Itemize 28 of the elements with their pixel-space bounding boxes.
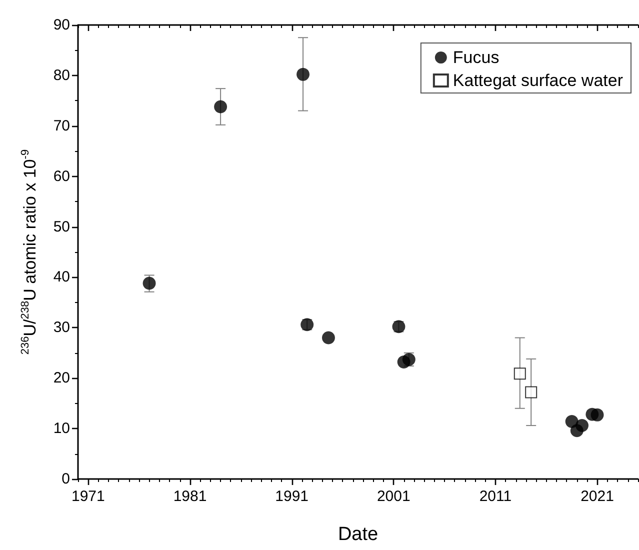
x-tick-label: 1981 — [173, 488, 207, 505]
y-tick-label: 70 — [53, 117, 70, 134]
point — [525, 386, 538, 398]
point — [576, 419, 588, 432]
y-tick-label: 60 — [53, 168, 70, 185]
y-tick-label: 40 — [53, 268, 70, 286]
x-tick-label: 2021 — [580, 488, 614, 505]
y-tick-label: 10 — [53, 420, 70, 438]
y-tick-label: 80 — [53, 66, 70, 84]
y-tick-label: 20 — [53, 370, 70, 387]
point — [142, 276, 156, 290]
y-tick-label: 0 — [62, 470, 70, 488]
point — [322, 331, 335, 344]
y-tick-label: 50 — [53, 218, 70, 236]
point — [514, 368, 526, 380]
legend-label: Fucus — [452, 48, 500, 67]
x-tick-label: 2001 — [376, 488, 410, 505]
y-axis-title: 236U/238U atomic ratio x 10-9 — [20, 149, 40, 355]
y-tick-label: 30 — [53, 319, 70, 336]
x-tick-label: 2011 — [479, 488, 512, 505]
x-tick-label: 1991 — [275, 488, 309, 505]
point — [214, 100, 228, 114]
point — [296, 68, 310, 81]
x-axis-title: Date — [338, 524, 378, 545]
y-tick-label: 90 — [53, 16, 70, 34]
point — [590, 408, 604, 422]
legend-label: Kattegat surface water — [452, 71, 624, 90]
x-tick-label: 1971 — [71, 488, 105, 505]
